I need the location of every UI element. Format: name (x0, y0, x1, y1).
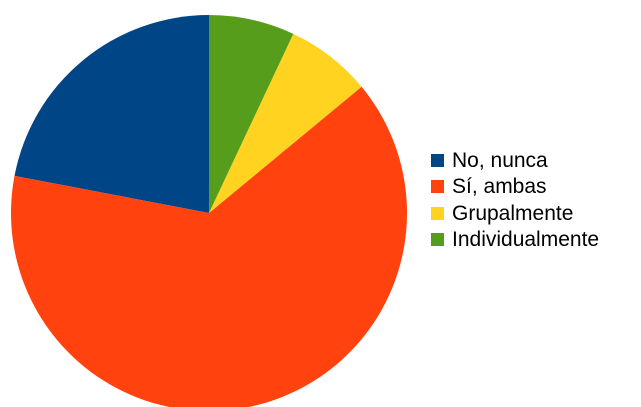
legend-item-no-nunca: No, nunca (431, 147, 599, 174)
legend: No, nunca Sí, ambas Grupalmente Individu… (431, 147, 599, 253)
legend-swatch-no-nunca (431, 153, 444, 167)
legend-swatch-individualmente (431, 233, 444, 247)
legend-swatch-si-ambas (431, 180, 444, 194)
pie-slice-no-nunca (14, 15, 210, 213)
legend-item-grupalmente: Grupalmente (431, 200, 599, 227)
pie-slice-grupalmente (209, 33, 362, 214)
legend-label-grupalmente: Grupalmente (452, 201, 574, 225)
legend-label-no-nunca: No, nunca (452, 148, 548, 172)
pie-slice-individualmente (209, 14, 294, 213)
legend-swatch-grupalmente (431, 206, 444, 220)
legend-item-si-ambas: Sí, ambas (431, 174, 599, 201)
pie-slice-si-ambas (11, 86, 407, 407)
legend-label-si-ambas: Sí, ambas (452, 175, 547, 199)
legend-label-individualmente: Individualmente (452, 228, 600, 252)
legend-item-individualmente: Individualmente (431, 227, 599, 254)
